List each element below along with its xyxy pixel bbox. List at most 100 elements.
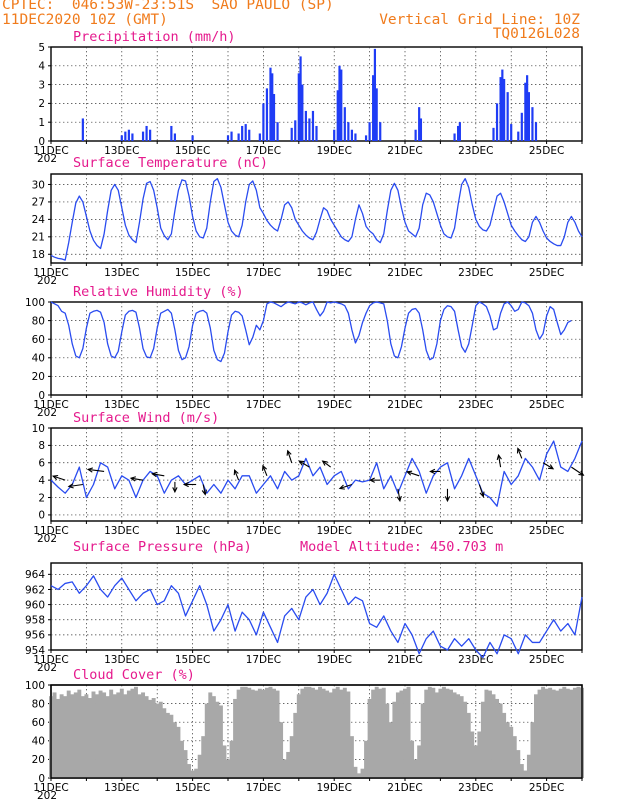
cloud-cover-bar — [133, 686, 138, 778]
pressure-title: Surface Pressure (hPa) — [73, 539, 252, 555]
wind-ytick-label: 4 — [38, 475, 45, 487]
cloud-cover-bar — [300, 688, 305, 778]
cloud-panel: 0 20 40 60 80 100 11DEC 13DEC 15DEC 17DEC 19DEC 21D… — [25, 667, 584, 800]
cloud-xtick-label: 15DEC — [175, 782, 210, 794]
cloud-cover-bar — [130, 688, 135, 778]
wind-vector-head — [396, 495, 402, 503]
precip-bar — [269, 67, 272, 141]
temp-xtick-label: 23DEC — [458, 267, 493, 279]
cloud-cover-bar — [289, 736, 294, 778]
cloud-xtick-label: 11DEC — [33, 782, 68, 794]
precip-bar — [262, 103, 265, 141]
cloud-cover-bar — [349, 736, 354, 778]
cloud-cover-bar — [204, 703, 209, 778]
precip-bar — [499, 77, 502, 141]
wind-vector — [172, 481, 178, 494]
cloud-cover-bar — [169, 714, 174, 778]
precip-xtick-label: 13DEC — [104, 145, 139, 157]
cloud-cover-bar — [102, 692, 107, 778]
precip-bar — [340, 69, 343, 141]
cloud-cover-bar — [399, 690, 404, 778]
cloud-cover-bar — [441, 686, 446, 778]
cloud-cover-bar — [406, 686, 411, 778]
precip-ytick-label: 1 — [38, 117, 45, 129]
cloud-cover-bar — [268, 686, 273, 778]
cloud-cover-bar — [162, 708, 167, 778]
pressure-annotation: Model Altitude: 450.703 m — [300, 539, 503, 555]
wind-vector-shaft — [478, 484, 484, 497]
cloud-cover-bar — [558, 688, 563, 778]
cloud-cover-bar — [190, 770, 195, 778]
precip-ytick-label: 3 — [38, 79, 45, 91]
rh-ytick-label: 100 — [25, 297, 45, 309]
precip-bar — [294, 120, 297, 141]
cloud-cover-bar — [364, 740, 369, 778]
wind-vector-head — [548, 464, 555, 470]
precip-bar — [457, 125, 460, 141]
precip-bar — [506, 92, 509, 141]
cloud-xtick-label: 13DEC — [104, 782, 139, 794]
cloud-cover-bar — [272, 688, 276, 778]
wind-panel: 0 2 4 6 8 10 11DEC 13DEC 15DEC 17DEC 19DEC 21DEC 23D… — [32, 410, 585, 545]
cloud-cover-bar — [247, 687, 252, 778]
temp-ytick-label: 24 — [32, 214, 46, 226]
cloud-cover-bar — [537, 689, 542, 778]
cloud-cover-bar — [498, 703, 503, 778]
wind-vector-shaft — [202, 484, 206, 495]
precip-bar — [526, 75, 529, 141]
cloud-cover-bar — [211, 696, 216, 778]
cloud-cover-bar — [541, 686, 546, 778]
cloud-cover-bar — [293, 712, 298, 778]
cloud-cover-bar — [70, 694, 75, 778]
cloud-title: Cloud Cover (%) — [73, 667, 195, 683]
cloud-cover-bar — [84, 694, 89, 778]
wind-vector-head — [286, 449, 292, 456]
cloud-cover-bar — [424, 689, 429, 778]
precip-bar — [170, 125, 173, 141]
cloud-cover-bar — [477, 731, 482, 778]
cloud-cover-bar — [449, 689, 453, 778]
cloud-xtick-label: 19DEC — [316, 782, 351, 794]
wind-vector-shaft — [68, 483, 83, 488]
precip-bar — [131, 133, 134, 141]
wind-vector-shaft — [262, 465, 268, 477]
cloud-cover-bar — [378, 688, 383, 778]
cloud-cover-bar — [413, 759, 418, 778]
pressure-frame — [50, 562, 583, 651]
cloud-cover-bar — [371, 689, 376, 778]
cloud-cover-bar — [98, 690, 103, 778]
cloud-cover-bar — [530, 722, 535, 778]
precip-xtick-label: 23DEC — [458, 145, 493, 157]
cloud-cover-bar — [144, 696, 149, 778]
precip-bar — [372, 75, 375, 141]
cloud-xtick-label: 23DEC — [458, 782, 493, 794]
temp-xtick-label: 17DEC — [246, 267, 281, 279]
cloud-ytick-label: 0 — [38, 773, 45, 785]
precip-bar — [248, 129, 251, 141]
rh-ytick-label: 80 — [32, 315, 45, 327]
cloud-cover-bar — [141, 692, 146, 778]
cloud-cover-bar — [562, 686, 567, 778]
pressure-xtick-label: 19DEC — [316, 654, 351, 666]
rh-ytick-label: 20 — [32, 371, 45, 383]
precip-bar — [149, 129, 152, 141]
precip-bar — [301, 84, 304, 141]
precip-bar — [271, 73, 274, 141]
precip-bar — [524, 82, 527, 141]
precip-bar — [501, 69, 504, 141]
precip-bar — [299, 56, 302, 141]
cloud-cover-bar — [63, 696, 68, 778]
precip-bar — [276, 122, 279, 141]
cloud-cover-bar — [310, 687, 315, 778]
cloud-cover-bar — [346, 691, 351, 778]
precip-bar — [336, 90, 339, 141]
temp-xtick-label: 13DEC — [104, 267, 139, 279]
precip-xtick-label: 17DEC — [246, 145, 281, 157]
cloud-cover-bar — [466, 712, 471, 778]
rh-ytick-label: 60 — [32, 334, 45, 346]
wind-vector — [444, 488, 451, 503]
cloud-ytick-label: 40 — [32, 736, 45, 748]
cloud-cover-bar — [403, 688, 407, 778]
precip-bar — [364, 135, 368, 141]
cloud-cover-bar — [565, 688, 570, 778]
